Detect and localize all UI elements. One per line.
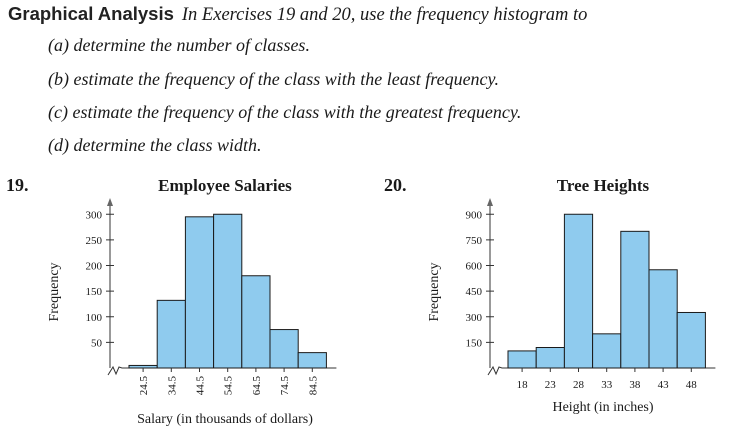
histogram-bar [620,230,650,369]
x-tick-label: 64.5 [251,376,263,396]
item-a: (a) determine the number of classes. [48,35,310,55]
y-axis-arrow [487,198,493,206]
exercise-number-20: 20. [384,175,407,195]
y-tick-label: 450 [466,286,483,298]
histogram-bar [213,213,243,369]
x-tick-label: 23 [545,379,557,391]
histogram-bar [128,364,158,369]
instruction-text: In Exercises 19 and 20, use the frequenc… [181,5,588,25]
y-tick-label: 150 [86,286,103,298]
x-tick-label: 74.5 [279,376,291,396]
y-tick-label: 750 [466,235,483,247]
x-tick-label: 38 [629,379,641,391]
item-d: (d) determine the class width. [48,135,262,155]
x-tick-label: 84.5 [307,376,319,396]
x-tick-label: 44.5 [195,376,207,396]
chart-title: Employee Salaries [158,176,292,195]
histogram-bar [507,350,537,369]
y-tick-label: 100 [86,312,103,324]
x-axis-label: Salary (in thousands of dollars) [137,412,313,427]
histogram-2: Tree Heights Frequency Height (in inches) 1… [427,176,716,415]
x-tick-label: 24.5 [138,376,150,396]
x-tick-label: 28 [573,379,585,391]
x-tick-label: 33 [601,379,613,391]
y-tick-label: 150 [466,337,483,349]
exercise-heading: Graphical Analysis In Exercises 19 and 20… [8,2,587,27]
y-tick-label: 250 [86,235,103,247]
x-tick-label: 48 [686,379,698,391]
section-title: Graphical Analysis [8,3,174,24]
histogram-bar [592,333,622,369]
y-axis-arrow [107,198,113,206]
histogram-bar [648,269,678,369]
x-tick-label: 18 [517,379,529,391]
y-axis-label: Frequency [427,262,442,321]
histogram-bar [269,329,299,369]
y-tick-label: 200 [86,261,103,273]
histogram-bar [535,347,565,369]
y-tick-label: 900 [466,209,483,221]
histogram-1: Employee Salaries Frequency Salary (in tho… [47,176,337,427]
y-tick-label: 600 [466,261,483,273]
y-tick-label: 300 [86,209,103,221]
x-tick-label: 34.5 [166,376,178,396]
y-tick-label: 50 [91,337,103,349]
x-tick-label: 54.5 [223,376,235,396]
histogram-bar [563,213,594,369]
histogram-bar [156,299,186,369]
histogram-bar [297,352,327,369]
item-c: (c) estimate the frequency of the class … [48,102,522,122]
chart-title: Tree Heights [557,176,650,195]
histogram-bar [676,311,706,369]
y-axis-label: Frequency [47,262,62,321]
exercise-number-19: 19. [6,175,29,195]
y-tick-label: 300 [466,312,483,324]
histogram-bar [241,275,271,369]
x-tick-label: 43 [658,379,670,391]
x-axis-label: Height (in inches) [552,400,653,415]
histogram-bar [184,216,215,369]
item-b: (b) estimate the frequency of the class … [48,69,500,89]
